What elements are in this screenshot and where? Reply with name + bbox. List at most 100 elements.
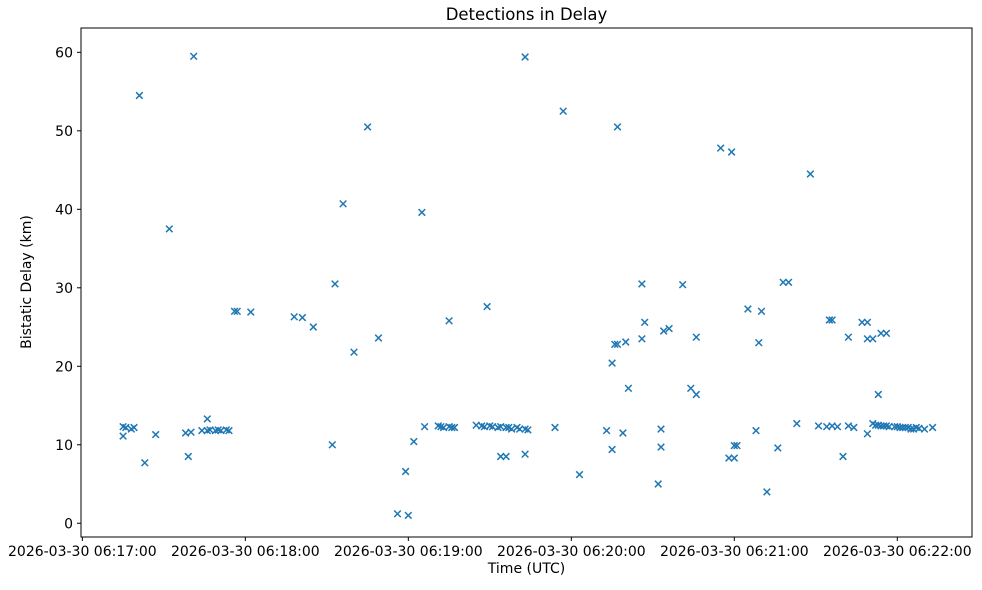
data-point-marker bbox=[828, 316, 836, 324]
y-tick-label: 30 bbox=[55, 281, 73, 297]
data-point-marker bbox=[404, 511, 413, 520]
data-point-marker bbox=[418, 208, 426, 217]
data-point-marker bbox=[203, 415, 212, 423]
data-point-marker bbox=[559, 107, 568, 116]
data-point-marker bbox=[420, 422, 429, 431]
data-point-marker bbox=[246, 308, 255, 316]
data-point-marker bbox=[863, 429, 872, 438]
data-point-marker bbox=[806, 170, 815, 178]
data-point-marker bbox=[692, 333, 701, 342]
data-point-marker bbox=[507, 425, 516, 433]
x-tick-label: 2026-03-30 06:17:00 bbox=[8, 544, 157, 560]
data-point-marker bbox=[119, 432, 127, 440]
data-point-marker bbox=[619, 429, 627, 437]
x-tick-label: 2026-03-30 06:21:00 bbox=[660, 544, 809, 560]
data-point-marker bbox=[230, 307, 239, 316]
data-point-marker bbox=[757, 307, 766, 316]
y-tick-label: 20 bbox=[55, 359, 73, 375]
data-point-marker bbox=[121, 423, 130, 432]
data-point-marker bbox=[752, 426, 760, 435]
data-point-marker bbox=[928, 423, 937, 432]
data-point-marker bbox=[187, 428, 195, 437]
y-axis-label: Bistatic Delay (km) bbox=[19, 215, 35, 349]
data-point-marker bbox=[502, 423, 510, 432]
data-point-marker bbox=[825, 316, 834, 324]
data-point-marker bbox=[502, 452, 510, 461]
data-point-marker bbox=[350, 348, 358, 357]
data-point-marker bbox=[521, 450, 529, 459]
x-tick-label: 2026-03-30 06:20:00 bbox=[497, 544, 646, 560]
data-point-marker bbox=[863, 318, 872, 327]
x-tick-label: 2026-03-30 06:22:00 bbox=[823, 544, 972, 560]
data-point-marker bbox=[189, 52, 198, 61]
data-point-marker bbox=[165, 225, 174, 233]
data-point-marker bbox=[665, 324, 673, 333]
data-point-marker bbox=[602, 426, 611, 435]
y-tick-label: 50 bbox=[55, 124, 73, 140]
chart-title: Detections in Delay bbox=[445, 5, 608, 24]
data-point-marker bbox=[898, 423, 907, 432]
data-point-marker bbox=[374, 334, 383, 342]
data-point-marker bbox=[447, 423, 456, 432]
data-point-marker bbox=[184, 452, 193, 461]
data-point-marker bbox=[309, 323, 318, 331]
data-point-marker bbox=[754, 338, 763, 347]
data-point-marker bbox=[849, 423, 858, 432]
data-point-marker bbox=[882, 329, 891, 338]
data-point-marker bbox=[844, 333, 853, 342]
data-point-marker bbox=[331, 280, 339, 288]
data-point-marker bbox=[610, 340, 619, 349]
data-point-marker bbox=[445, 316, 453, 325]
x-tick-label: 2026-03-30 06:19:00 bbox=[334, 544, 483, 560]
data-point-marker bbox=[657, 443, 665, 451]
data-point-marker bbox=[657, 425, 665, 433]
data-point-marker bbox=[339, 199, 347, 208]
data-point-marker bbox=[638, 334, 646, 343]
data-point-marker bbox=[450, 423, 459, 432]
data-point-marker bbox=[613, 123, 622, 131]
data-point-marker bbox=[551, 423, 559, 432]
data-point-marker bbox=[814, 422, 823, 430]
data-point-marker bbox=[692, 390, 701, 399]
data-point-marker bbox=[686, 384, 695, 393]
y-tick-label: 60 bbox=[55, 45, 73, 61]
data-point-marker bbox=[621, 338, 630, 346]
data-point-marker bbox=[363, 123, 372, 131]
data-point-marker bbox=[654, 480, 663, 488]
data-point-marker bbox=[483, 302, 491, 311]
data-point-marker bbox=[678, 280, 687, 289]
data-point-marker bbox=[763, 488, 771, 496]
data-point-marker bbox=[608, 445, 616, 454]
data-point-marker bbox=[151, 430, 160, 439]
data-point-marker bbox=[920, 425, 929, 433]
data-point-marker bbox=[290, 312, 299, 321]
data-point-marker bbox=[744, 305, 752, 313]
data-point-marker bbox=[868, 334, 877, 343]
data-point-marker bbox=[130, 423, 138, 432]
data-point-marker bbox=[638, 280, 646, 288]
y-tick-label: 0 bbox=[64, 516, 73, 532]
data-point-marker bbox=[730, 454, 739, 462]
data-point-marker bbox=[885, 422, 893, 431]
data-point-marker bbox=[393, 509, 402, 518]
data-point-marker bbox=[901, 423, 910, 432]
data-point-marker bbox=[298, 313, 307, 322]
data-point-marker bbox=[727, 148, 736, 156]
y-tick-label: 10 bbox=[55, 438, 73, 454]
x-axis-label: Time (UTC) bbox=[487, 561, 566, 577]
data-point-marker bbox=[874, 390, 883, 399]
data-point-marker bbox=[613, 340, 622, 349]
x-tick-label: 2026-03-30 06:18:00 bbox=[171, 544, 320, 560]
data-point-marker bbox=[401, 467, 410, 476]
data-point-marker bbox=[640, 318, 649, 327]
data-point-marker bbox=[784, 278, 793, 287]
data-point-marker bbox=[730, 441, 739, 450]
data-point-marker bbox=[833, 422, 842, 431]
data-point-marker bbox=[608, 359, 616, 367]
data-point-marker bbox=[524, 426, 532, 434]
data-point-marker bbox=[907, 425, 915, 433]
data-point-marker bbox=[135, 91, 144, 100]
data-point-marker bbox=[575, 470, 584, 479]
data-point-marker bbox=[233, 307, 242, 316]
data-point-marker bbox=[409, 437, 418, 446]
